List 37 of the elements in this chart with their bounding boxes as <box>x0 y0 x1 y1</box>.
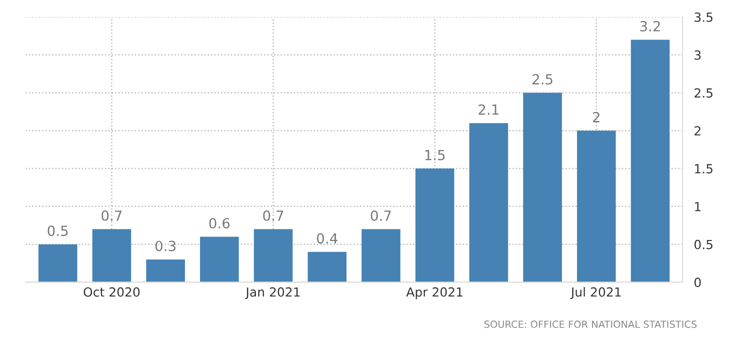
data-label: 0.4 <box>316 233 338 244</box>
y-tick-label: 2 <box>694 126 700 136</box>
bar <box>523 92 562 282</box>
source-note: SOURCE: OFFICE FOR NATIONAL STATISTICS <box>484 320 697 328</box>
data-label: 2.1 <box>478 104 498 115</box>
data-label: 2.5 <box>532 74 552 85</box>
data-label: 0.7 <box>263 210 284 221</box>
x-tick-label: Oct 2020 <box>84 287 140 297</box>
y-tick-label: 3.5 <box>694 12 712 22</box>
bar <box>577 130 616 282</box>
data-label: 2 <box>592 112 600 122</box>
y-tick-label: 2.5 <box>694 88 712 98</box>
bar <box>362 229 400 282</box>
bar <box>92 229 132 282</box>
bar <box>415 168 454 282</box>
y-tick-label: 3 <box>694 50 701 60</box>
x-tick-label: Jul 2021 <box>570 287 621 300</box>
bar <box>146 259 185 282</box>
bar <box>38 244 78 282</box>
y-tick-label: 1.5 <box>695 164 712 174</box>
data-label: 0.6 <box>209 218 230 228</box>
data-label: 0.5 <box>48 226 68 236</box>
data-label: 0.3 <box>155 240 176 252</box>
bar <box>200 236 239 282</box>
data-label: 3.2 <box>640 20 660 32</box>
y-tick-label: 1 <box>695 202 700 212</box>
x-tick-label: Apr 2021 <box>406 287 462 300</box>
bar <box>254 229 293 282</box>
y-tick-label: 0.5 <box>694 240 712 250</box>
data-label: 1.5 <box>425 150 445 160</box>
bar <box>308 252 347 282</box>
data-label: 0.7 <box>102 210 122 221</box>
y-tick-label: 0 <box>694 278 701 288</box>
bar <box>630 40 670 282</box>
data-label: 0.7 <box>370 210 391 221</box>
x-tick-label: Jan 2021 <box>245 287 300 300</box>
bar <box>469 123 508 282</box>
